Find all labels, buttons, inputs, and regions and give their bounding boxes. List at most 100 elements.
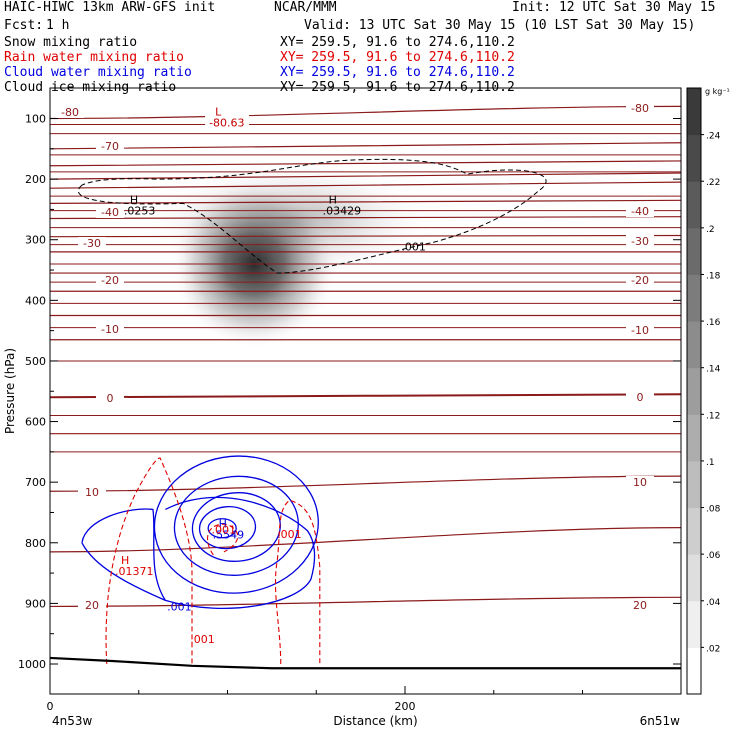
x-axis-label: Distance (km) [333,714,417,728]
y-tick-label: 900 [25,597,46,610]
y-tick-label: 800 [25,537,46,550]
y-tick-label: 200 [25,173,46,186]
isotherm-label-bg [626,476,654,488]
colorbar-tick-label: .04 [706,598,721,608]
isotherm-label: -80 [631,102,649,115]
isotherm-label-bg [78,599,106,611]
isotherm-line [50,393,681,399]
colorbar-bin [687,321,701,369]
cloud-water-contour [191,492,281,562]
colorbar-tick-label: .06 [706,551,721,561]
colorbar-frame [686,87,702,695]
isotherm-label-bg [96,274,124,286]
isotherm-label-bg [96,140,124,152]
field-xy-snow: XY= 259.5, 91.6 to 274.6,110.2 [280,35,515,50]
colorbar-tick-label: .16 [706,318,721,328]
rain-water-contour [274,499,321,665]
cloud-water-contour-outer [81,496,316,610]
y-tick-label: 300 [25,234,46,247]
colorbar-tick-label: .12 [706,411,720,421]
field-name-cloud-water: Cloud water mixing ratio [4,65,192,80]
isotherm-line [50,216,681,220]
colorbar-bin [687,367,701,415]
isotherm-label: 10 [633,476,647,489]
x-tick-label: 0 [47,700,54,713]
x-endpoint-left: 4n53w [52,714,93,728]
extremum-marker: H [329,193,337,206]
colorbar-bin [687,554,701,602]
isotherm-label: -70 [101,140,119,153]
colorbar-bin [687,181,701,229]
colorbar-tick-label: .24 [706,132,721,142]
extremum-value: .01371 [115,565,154,578]
init-time: Init: 12 UTC Sat 30 May 15 [512,0,716,15]
forecast-label: Fcst: [4,18,44,33]
extremum-marker: H [121,554,129,567]
isotherm-label-bg [78,486,106,498]
colorbar-tick-label: .2 [706,225,715,235]
rain-water-contour [105,457,193,665]
extremum-value: .5549 [213,529,245,542]
isotherm-label-bg [626,235,654,247]
y-tick-label: 600 [25,416,46,429]
extremum-value: .03429 [323,204,362,217]
extremum-value: -80.63 [209,116,244,129]
valid-time: Valid: 13 UTC Sat 30 May 15 (10 LST Sat … [304,18,696,33]
colorbar-tick-label: .14 [706,365,721,375]
isotherm-label-bg [626,599,654,611]
forecast-value: 1 h [46,18,70,33]
isotherm-label-bg [96,206,124,218]
colorbar-bin [687,134,701,182]
y-tick-label: 1000 [18,658,46,671]
isotherm-label: -10 [101,323,119,336]
isotherm-label: -30 [631,235,649,248]
isotherm-label: 20 [633,599,647,612]
colorbar-tick-label: .02 [706,644,720,654]
colorbar-tick-label: .1 [706,458,715,468]
isotherm-label-bg [626,102,654,114]
cloud-water-contour [153,455,319,594]
isotherm-line [50,181,681,189]
field-xy-cloud-ice: XY= 259.5, 91.6 to 274.6,110.2 [280,80,515,95]
colorbar-bin [687,227,701,275]
isotherm-label: -20 [101,274,119,287]
chart-title: HAIC-HIWC 13km ARW-GFS init [4,0,216,15]
field-name-snow: Snow mixing ratio [4,35,138,50]
colorbar-bin [687,88,701,136]
isotherm-label: -10 [631,324,649,337]
isotherm-line [50,475,681,492]
colorbar-bin [687,647,701,695]
isotherm-label: -80 [61,106,79,119]
isotherm-label: -40 [101,206,119,219]
isotherm-label: -30 [83,237,101,250]
contour-label: .001 [277,528,302,541]
isotherm-line [50,527,681,553]
contour-label: .001 [167,601,192,614]
colorbar-tick-label: .08 [706,505,721,515]
colorbar-bin [687,507,701,555]
y-tick-label: 100 [25,113,46,126]
cloud-water-contour [198,506,257,550]
isotherm-line [50,199,681,204]
x-tick-label: 200 [395,700,416,713]
extremum-label-bg [205,99,250,126]
isotherm-label: -40 [631,205,649,218]
colorbar-bin [687,600,701,648]
x-endpoint-right: 6n51w [640,714,681,728]
isotherm-label-bg [56,106,84,118]
extremum-marker: L [215,105,222,118]
field-xy-cloud-water: XY= 259.5, 91.6 to 274.6,110.2 [280,65,515,80]
colorbar-units: g kg⁻¹ [705,87,730,96]
isotherm-label: 10 [85,486,99,499]
isotherm-label-bg [626,205,654,217]
colorbar-bin [687,414,701,462]
field-name-rain: Rain water mixing ratio [4,50,185,65]
isotherm-line [50,142,681,150]
isotherm-line [50,160,681,167]
isotherm-label-bg [626,391,654,403]
organization: NCAR/MMM [274,0,337,15]
extremum-marker: H [130,193,138,206]
y-tick-label: 700 [25,476,46,489]
y-tick-label: 500 [25,355,46,368]
cloud-water-contour [207,518,237,539]
